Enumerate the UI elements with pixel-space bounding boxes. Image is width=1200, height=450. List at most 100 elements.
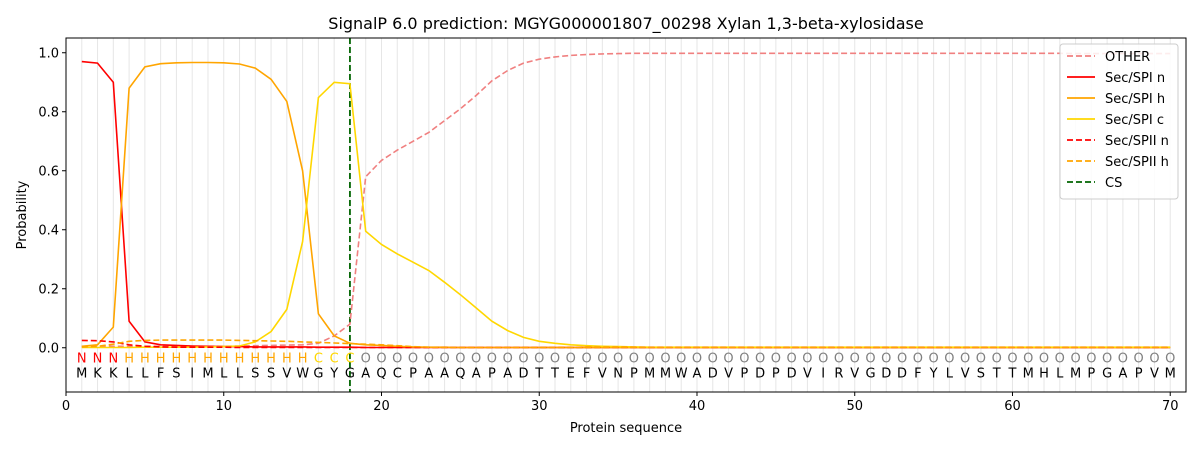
sequence-residue: G <box>865 366 875 381</box>
sequence-residue: E <box>567 366 575 381</box>
region-label: O <box>408 352 418 367</box>
region-label: O <box>1149 352 1159 367</box>
region-label: O <box>787 352 797 367</box>
region-label: O <box>518 352 528 367</box>
sequence-residue: F <box>157 366 164 381</box>
region-label: H <box>298 352 308 367</box>
sequence-residue: P <box>1087 366 1095 381</box>
sequence-residue: A <box>503 366 512 381</box>
sequence-residue: I <box>821 366 825 381</box>
sequence-residue: V <box>961 366 970 381</box>
y-axis-title: Probability <box>15 180 30 249</box>
x-tick-label: 50 <box>846 399 863 414</box>
sequence-residue: T <box>550 366 559 381</box>
sequence-residue: K <box>93 366 102 381</box>
region-label: O <box>1165 352 1175 367</box>
region-label: H <box>266 352 276 367</box>
region-label: O <box>976 352 986 367</box>
sequence-residue: D <box>897 366 907 381</box>
y-tick-label: 0.8 <box>38 105 59 120</box>
region-label: O <box>1102 352 1112 367</box>
region-label: O <box>913 352 923 367</box>
sequence-residue: P <box>488 366 496 381</box>
region-label: O <box>487 352 497 367</box>
sequence-residue: T <box>534 366 543 381</box>
region-label: O <box>597 352 607 367</box>
sequence-residue: K <box>109 366 118 381</box>
sequence-residue: I <box>190 366 194 381</box>
region-label: O <box>550 352 560 367</box>
region-label: O <box>660 352 670 367</box>
region-label: O <box>1134 352 1144 367</box>
legend-label: OTHER <box>1105 50 1150 65</box>
region-label: O <box>645 352 655 367</box>
sequence-residue: A <box>472 366 481 381</box>
region-label: O <box>723 352 733 367</box>
sequence-residue: M <box>1070 366 1081 381</box>
sequence-residue: T <box>992 366 1001 381</box>
sequence-residue: V <box>598 366 607 381</box>
y-tick-label: 0.0 <box>38 341 59 356</box>
y-tick-label: 0.6 <box>38 164 59 179</box>
sequence-residue: Y <box>929 366 938 381</box>
y-tick-label: 0.4 <box>38 223 59 238</box>
x-tick-label: 0 <box>62 399 70 414</box>
region-label: O <box>960 352 970 367</box>
region-label: H <box>250 352 260 367</box>
region-label: O <box>881 352 891 367</box>
sequence-residue: D <box>755 366 765 381</box>
region-label: O <box>897 352 907 367</box>
sequence-residue: M <box>1023 366 1034 381</box>
legend: OTHER Sec/SPI n Sec/SPI h Sec/SPI c Sec/SPII… <box>1059 43 1179 200</box>
sequence-residue: A <box>424 366 433 381</box>
region-label: O <box>1070 352 1080 367</box>
sequence-residue: P <box>740 366 748 381</box>
region-label: H <box>219 352 229 367</box>
x-tick-label: 60 <box>1004 399 1021 414</box>
sequence-residue: M <box>660 366 671 381</box>
sequence-residue: Y <box>329 366 338 381</box>
region-label: O <box>376 352 386 367</box>
region-label: O <box>708 352 718 367</box>
sequence-residue: Q <box>376 366 386 381</box>
sequence-letters-layer: NMNKNKHLHLHFHSHIHMHLHLHSHSHVHWCGCYCGOAOQ… <box>76 352 1176 382</box>
sequence-residue: S <box>267 366 275 381</box>
sequence-residue: V <box>1150 366 1159 381</box>
x-tick-label: 40 <box>689 399 706 414</box>
sequence-residue: S <box>977 366 985 381</box>
sequence-residue: L <box>220 366 228 381</box>
x-tick-label: 70 <box>1162 399 1179 414</box>
region-label: H <box>140 352 150 367</box>
region-label: O <box>439 352 449 367</box>
region-label: O <box>818 352 828 367</box>
region-label: N <box>77 352 87 367</box>
region-label: O <box>613 352 623 367</box>
sequence-residue: R <box>834 366 843 381</box>
sequence-residue: V <box>850 366 859 381</box>
sequence-residue: N <box>613 366 623 381</box>
region-label: O <box>534 352 544 367</box>
sequence-residue: P <box>1135 366 1143 381</box>
sequence-residue: D <box>518 366 528 381</box>
region-label: H <box>187 352 197 367</box>
region-label: O <box>692 352 702 367</box>
region-label: O <box>834 352 844 367</box>
sequence-residue: F <box>583 366 590 381</box>
sequence-residue: M <box>644 366 655 381</box>
region-label: O <box>629 352 639 367</box>
region-label: N <box>108 352 118 367</box>
ticks-layer: 0 10 20 30 40 50 60 70 0.0 0.2 0.4 0.6 0.8 1.0 <box>38 46 1178 414</box>
region-label: C <box>345 352 354 367</box>
region-label: O <box>1007 352 1017 367</box>
region-label: O <box>455 352 465 367</box>
series-layer <box>81 52 1171 349</box>
sequence-residue: P <box>630 366 638 381</box>
sequence-residue: C <box>393 366 402 381</box>
region-label: H <box>235 352 245 367</box>
region-label: N <box>93 352 103 367</box>
region-label: C <box>314 352 323 367</box>
sequence-residue: L <box>236 366 244 381</box>
axes-frame <box>65 37 1187 393</box>
region-label: C <box>330 352 339 367</box>
